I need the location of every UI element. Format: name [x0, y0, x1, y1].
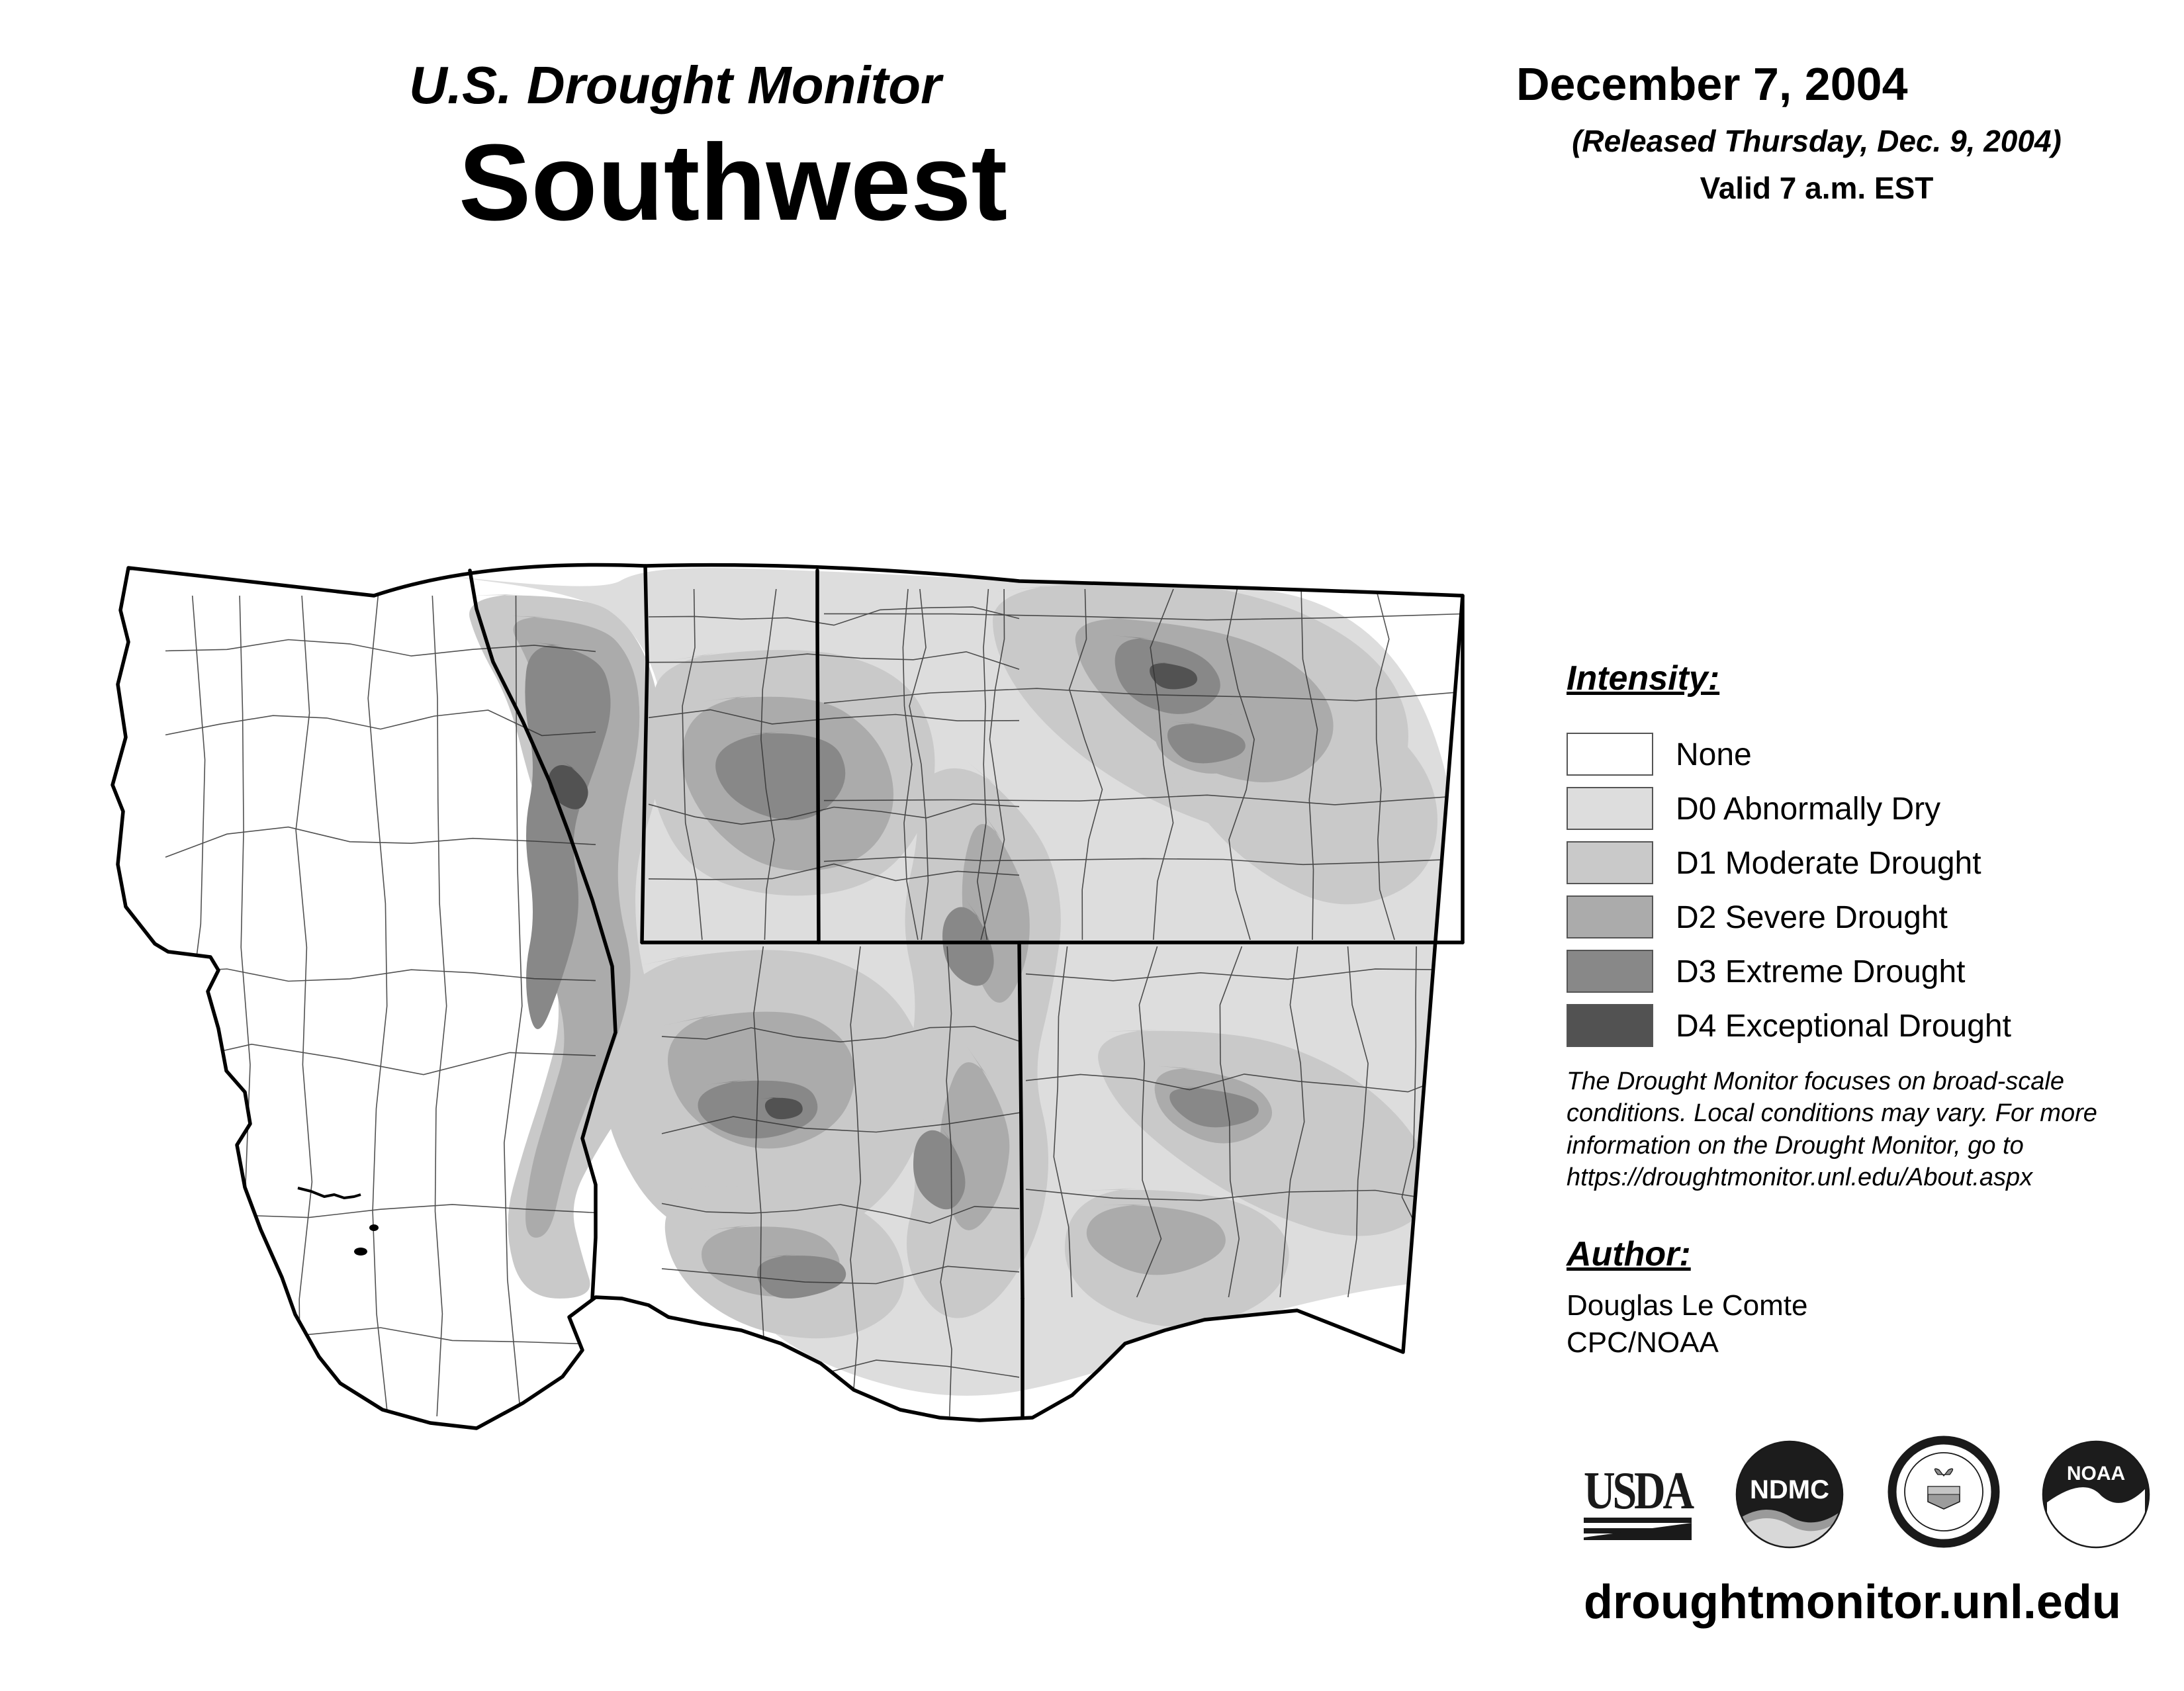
svg-text:USDA: USDA: [1584, 1462, 1694, 1520]
svg-text:NOAA: NOAA: [2067, 1463, 2125, 1485]
svg-text:NDMC: NDMC: [1750, 1475, 1829, 1504]
